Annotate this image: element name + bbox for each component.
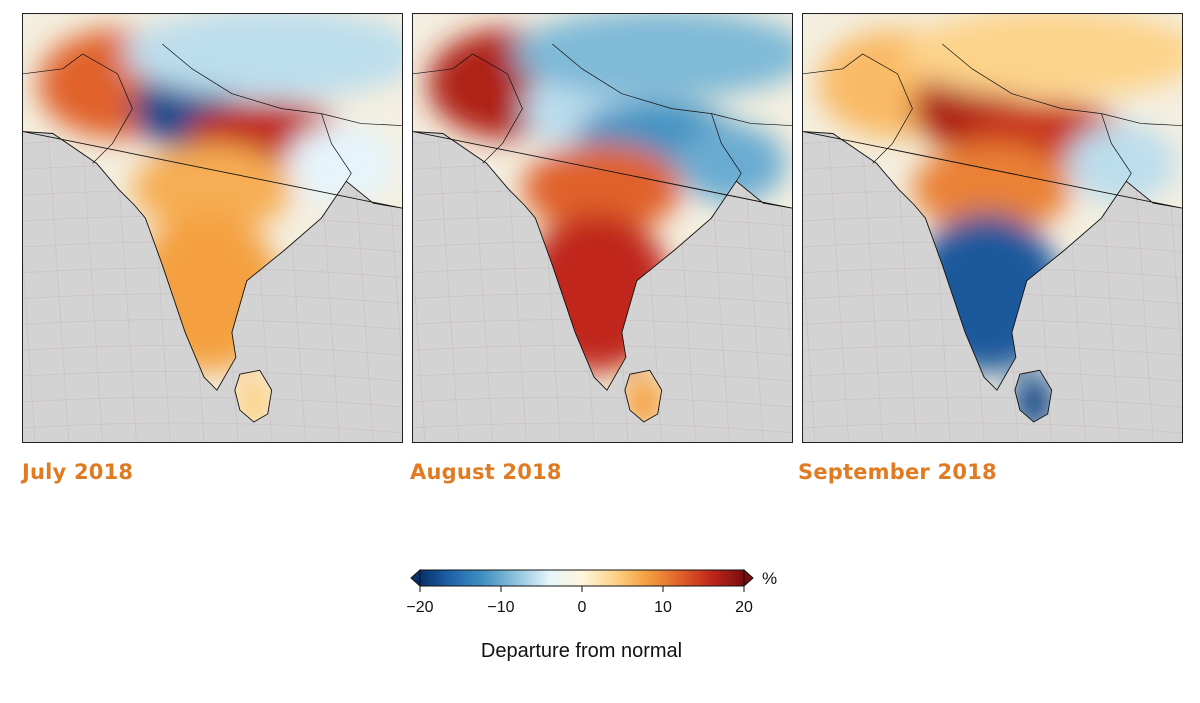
land-mass	[803, 14, 1182, 422]
sri-lanka-coastline	[1014, 369, 1053, 423]
borders	[413, 43, 792, 182]
anomaly-central-india	[132, 143, 292, 233]
coastline	[803, 131, 1182, 391]
anomaly-sri-lanka	[621, 372, 666, 422]
legend-colorbar: % −20 −10 0 10 20	[406, 568, 777, 616]
sri-lanka-coastline	[624, 369, 663, 423]
anomaly-himalaya	[122, 14, 402, 99]
borders	[23, 43, 402, 182]
anomaly-east-india	[676, 123, 787, 204]
coastline	[23, 131, 402, 391]
legend-tick-label: 0	[578, 599, 587, 616]
legend-unit: %	[762, 569, 777, 588]
anomaly-east-india	[286, 123, 397, 204]
anomaly-central-india	[522, 143, 682, 233]
colorbar-low-arrow	[410, 568, 421, 588]
panel-label-july: July 2018	[22, 460, 134, 484]
legend-title: Departure from normal	[480, 640, 683, 662]
anomaly-south-india	[522, 213, 672, 373]
anomaly-east-india	[1066, 123, 1177, 204]
coastline	[413, 131, 792, 391]
colorbar-rect	[419, 569, 745, 587]
map-panel-july	[22, 13, 403, 443]
anomaly-sri-lanka	[1011, 372, 1056, 422]
map-july	[23, 14, 402, 442]
legend-tick-label: 20	[735, 599, 753, 616]
map-panel-august	[412, 13, 793, 443]
legend-ticks: −20 −10 0 10 20	[406, 586, 753, 616]
land-mass	[413, 14, 792, 422]
anomaly-south-india	[132, 213, 282, 373]
color-legend: % −20 −10 0 10 20 Departure from normal	[400, 560, 800, 680]
anomaly-sri-lanka	[231, 372, 276, 422]
map-panel-september	[802, 13, 1183, 443]
panel-label-august: August 2018	[410, 460, 562, 484]
anomaly-central-india	[912, 143, 1072, 233]
sri-lanka-coastline	[234, 369, 273, 423]
anomaly-himalaya	[512, 14, 792, 99]
map-august	[413, 14, 792, 442]
legend-tick-label: −10	[487, 599, 514, 616]
land-mass	[23, 14, 402, 422]
legend-tick-label: −20	[406, 599, 433, 616]
anomaly-himalaya	[902, 14, 1182, 99]
legend-tick-label: 10	[654, 599, 672, 616]
colorbar-high-arrow	[743, 568, 754, 588]
anomaly-south-india	[912, 213, 1062, 373]
map-september	[803, 14, 1182, 442]
panel-label-september: September 2018	[798, 460, 997, 484]
borders	[803, 43, 1182, 182]
